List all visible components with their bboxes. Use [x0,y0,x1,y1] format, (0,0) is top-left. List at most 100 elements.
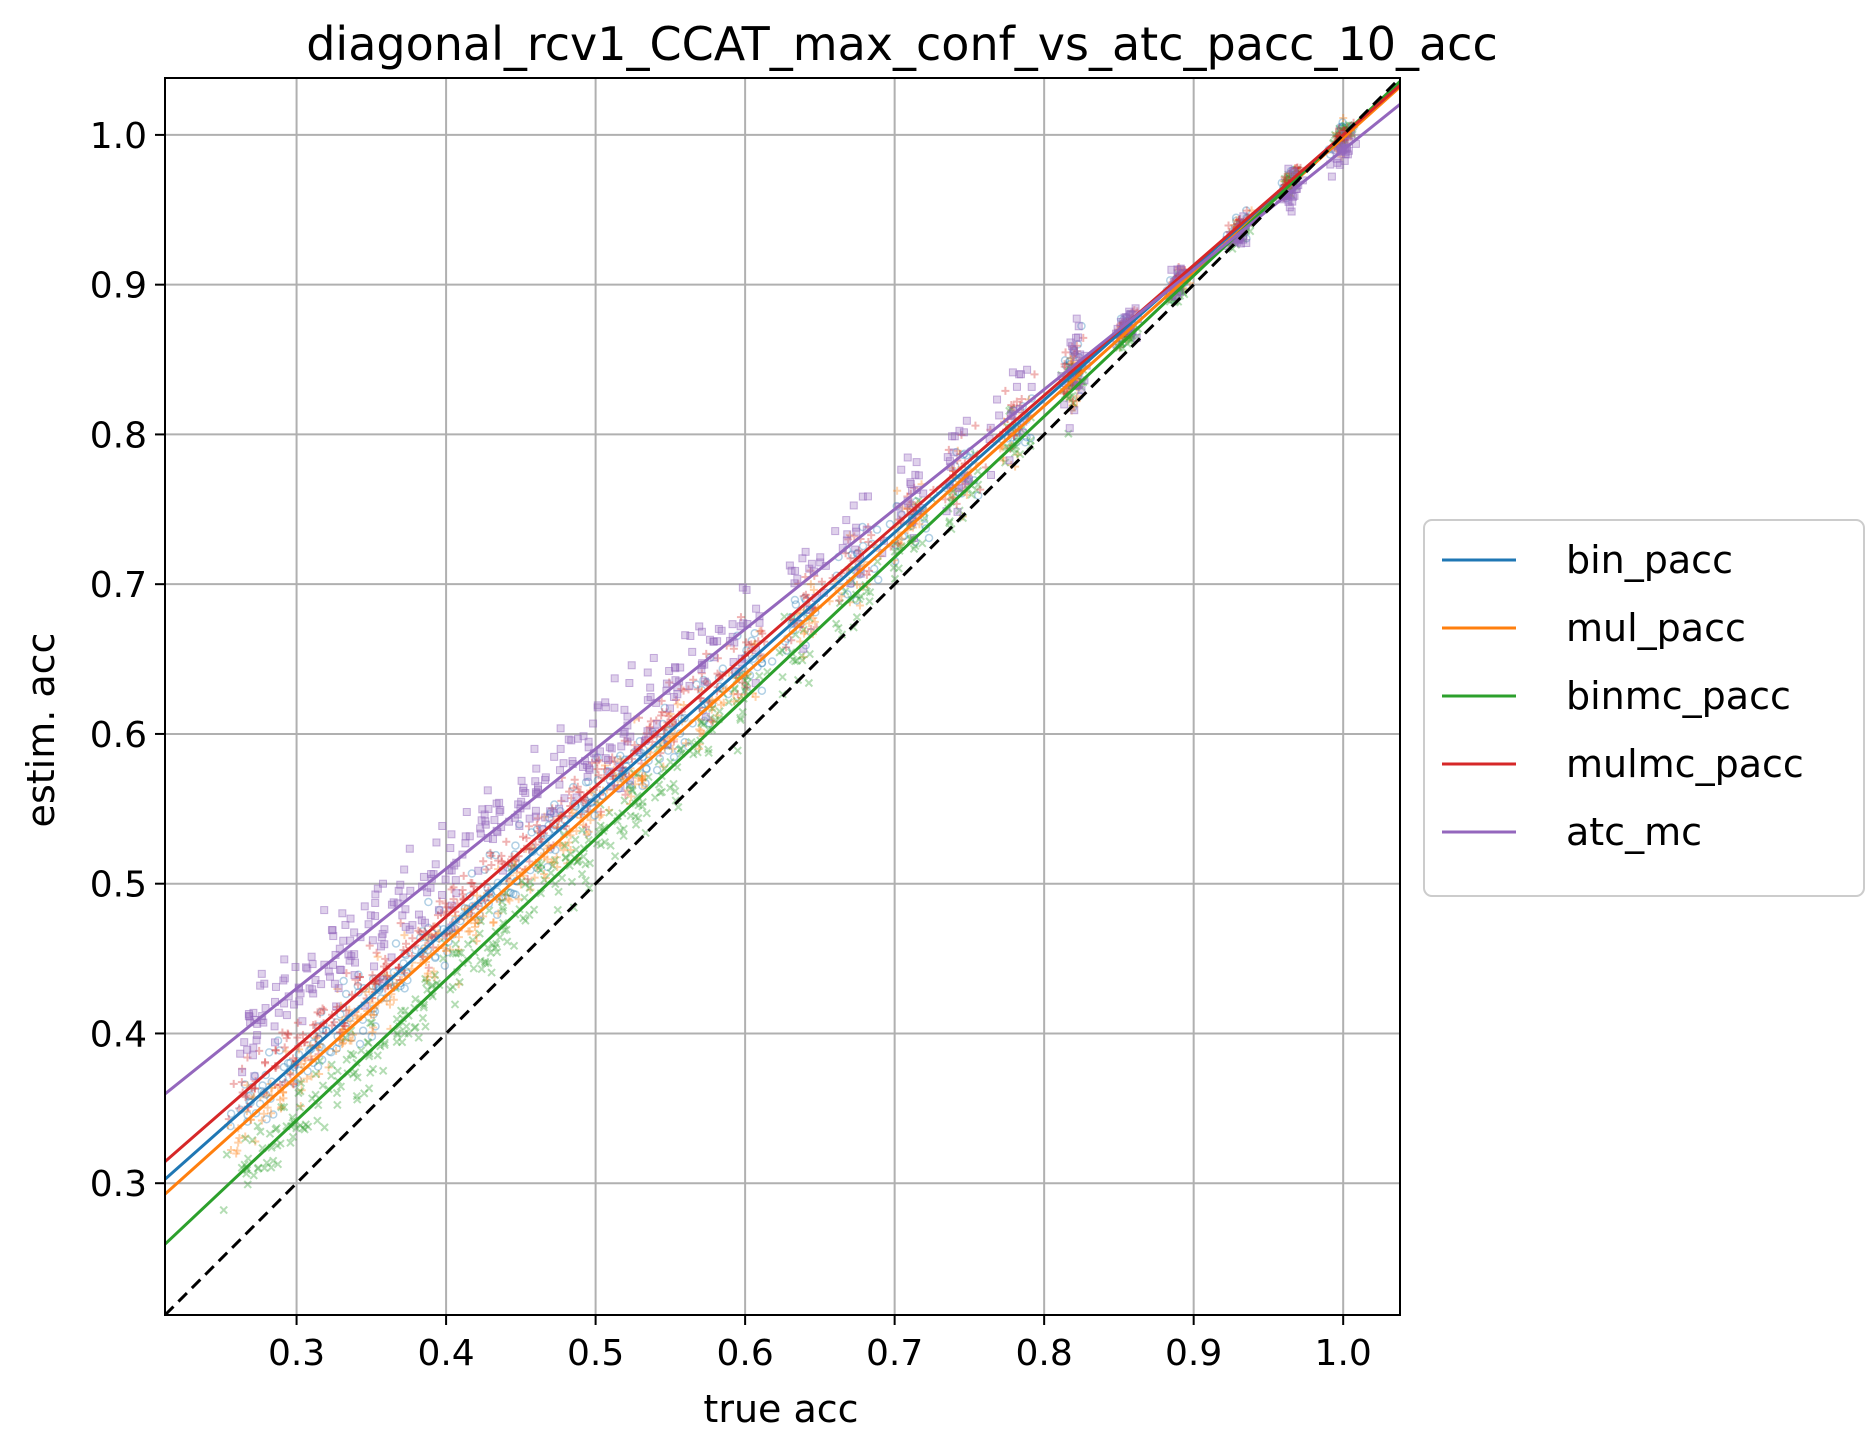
scatter-point [863,492,872,501]
scatter-point [326,1048,336,1057]
scatter-point [745,671,755,680]
scatter-point [867,531,876,540]
scatter-point [591,793,601,803]
scatter-point [241,1132,250,1141]
scatter-point [306,1041,315,1050]
scatter-point [519,786,528,795]
scatter-point [371,912,380,921]
scatter-point [596,807,605,816]
scatter-point [607,744,616,753]
scatter-point [792,656,802,665]
scatter-point [949,493,958,502]
scatter-point [606,841,615,850]
scatter-point [517,797,526,806]
scatter-point [903,504,912,513]
scatter-point [280,974,289,983]
scatter-point [597,810,606,819]
scatter-point [283,1029,292,1038]
legend: bin_pacc mul_pacc binmc_pacc mulmc_pacc atc_… [1423,519,1865,897]
scatter-point [903,504,912,513]
scatter-point [251,1108,261,1118]
scatter-point [646,683,655,692]
scatter-point [807,559,816,568]
scatter-point [736,622,745,631]
scatter-point [256,1127,265,1136]
scatter-point [408,934,417,943]
scatter-point [233,1146,242,1155]
scatter-point [424,897,433,907]
scatter-point [279,1102,289,1112]
scatter-point [313,1032,322,1041]
scatter-point [841,549,850,558]
scatter-point [368,1028,377,1037]
scatter-point [543,855,552,864]
scatter-point [321,1026,331,1035]
scatter-point [369,1010,378,1019]
scatter-point [497,857,506,866]
scatter-point [960,449,969,459]
scatter-point [367,1018,377,1027]
scatter-point [509,889,518,899]
scatter-point [623,712,632,721]
scatter-point [461,839,470,848]
scatter-point [787,648,796,657]
scatter-point [402,1022,411,1031]
scatter-point [1338,118,1347,127]
scatter-point [631,812,640,821]
scatter-point [778,672,787,682]
scatter-point [601,703,610,712]
scatter-point [571,845,581,854]
scatter-point [341,989,351,999]
scatter-point [846,554,855,563]
scatter-point [332,1088,342,1098]
y-tick-label: 1.0 [90,116,147,157]
scatter-point [466,878,475,887]
scatter-point [831,527,840,536]
scatter-point [392,1037,402,1047]
scatter-point [364,1084,374,1093]
scatter-point [638,776,647,785]
scatter-point [745,640,754,649]
scatter-point [309,989,318,998]
scatter-point [600,838,610,847]
scatter-point [315,1009,324,1018]
scatter-point [959,428,968,437]
scatter-point [303,964,312,973]
scatter-point [394,886,403,895]
scatter-point [326,972,335,981]
scatter-point [865,587,875,597]
scatter-point [354,988,363,997]
scatter-point [318,1081,328,1090]
scatter-point [831,619,841,628]
scatter-point [650,793,660,802]
scatter-point [330,1018,339,1027]
scatter-point [240,1080,250,1089]
scatter-point [526,844,535,853]
scatter-point [530,744,539,753]
scatter-point [360,902,369,911]
scatter-point [593,701,602,710]
scatter-point [1012,397,1021,406]
scatter-point [1330,130,1340,140]
scatter-point [478,805,487,814]
scatter-point [306,1052,315,1061]
scatter-point [470,923,479,932]
scatter-point [491,850,501,860]
scatter-point [531,777,540,786]
scatter-point [450,1000,460,1009]
scatter-point [536,866,546,875]
scatter-point [852,596,861,605]
scatter-point [751,692,760,701]
scatter-point [532,821,541,830]
scatter-point [571,835,580,844]
scatter-point [419,1003,428,1012]
scatter-point [644,756,653,766]
scatter-point [365,998,374,1007]
scatter-point [837,630,847,639]
scatter-point [641,828,650,838]
scatter-point [481,896,490,905]
scatter-point [271,1045,280,1054]
scatter-point [752,604,761,613]
scatter-point [374,986,384,995]
scatter-point [701,712,710,721]
